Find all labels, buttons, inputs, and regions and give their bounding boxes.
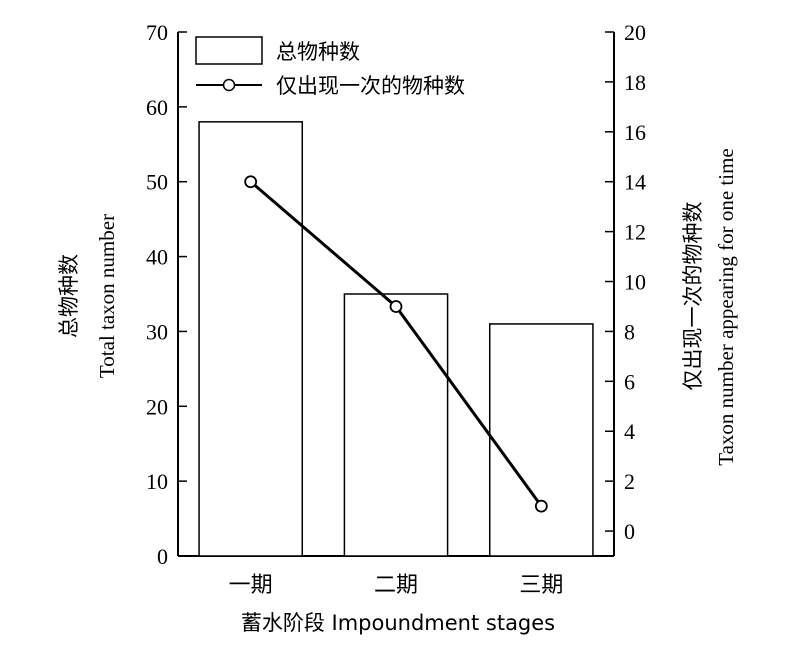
x-tick-label: 三期 <box>519 573 563 598</box>
line-point <box>244 175 258 189</box>
left-tick-label: 40 <box>146 245 168 270</box>
x-tick-label: 一期 <box>229 573 273 598</box>
legend: 总物种数 仅出现一次的物种数 <box>195 36 465 98</box>
left-axis-title-cn-group: 总物种数 <box>57 254 81 338</box>
right-tick-label: 18 <box>624 70 646 95</box>
bars <box>198 121 594 557</box>
left-axis-title-cn: 总物种数 <box>57 254 81 338</box>
left-tick-label: 20 <box>146 394 168 419</box>
right-axis-title-en: Taxon number appearing for one time <box>714 148 738 466</box>
right-tick-label: 4 <box>624 419 635 444</box>
bar <box>343 293 449 557</box>
left-tick-label: 0 <box>157 544 168 569</box>
right-tick-label: 8 <box>624 319 635 344</box>
right-tick-label: 6 <box>624 369 635 394</box>
right-tick-label: 20 <box>624 20 646 45</box>
right-tick-label: 12 <box>624 220 646 245</box>
right-tick-label: 16 <box>624 120 646 145</box>
x-tick-labels: 一期 二期 三期 <box>229 573 564 598</box>
legend-label-total: 总物种数 <box>276 40 360 64</box>
legend-marker <box>222 78 236 92</box>
right-axis-title-cn: 仅出现一次的物种数 <box>681 202 705 391</box>
right-tick-label: 14 <box>624 170 646 195</box>
line-point <box>389 300 403 313</box>
left-tick-label: 60 <box>146 95 168 120</box>
bar <box>488 323 594 557</box>
left-axis-title-en: Total taxon number <box>95 214 119 378</box>
right-axis-title-cn-group: 仅出现一次的物种数 <box>681 202 705 391</box>
left-y-ticks: 0 10 20 30 40 50 60 70 <box>146 20 187 569</box>
bar <box>198 121 304 557</box>
x-tick-label: 二期 <box>374 573 418 598</box>
right-tick-label: 2 <box>624 469 635 494</box>
left-tick-label: 30 <box>146 319 168 344</box>
x-axis-title: 蓄水阶段 Impoundment stages <box>241 611 555 635</box>
right-axis-title-en-group: Taxon number appearing for one time <box>714 148 738 466</box>
line-series <box>244 175 548 513</box>
right-y-ticks: 0 2 4 6 8 10 12 14 16 18 20 <box>605 20 646 544</box>
line-point <box>534 499 548 513</box>
left-tick-label: 70 <box>146 20 168 45</box>
legend-bar-swatch <box>195 36 263 65</box>
left-tick-label: 50 <box>146 170 168 195</box>
right-tick-label: 0 <box>624 519 635 544</box>
left-tick-label: 10 <box>146 469 168 494</box>
right-tick-label: 10 <box>624 270 646 295</box>
left-axis-title-en-group: Total taxon number <box>95 214 119 378</box>
legend-label-once: 仅出现一次的物种数 <box>276 74 465 98</box>
